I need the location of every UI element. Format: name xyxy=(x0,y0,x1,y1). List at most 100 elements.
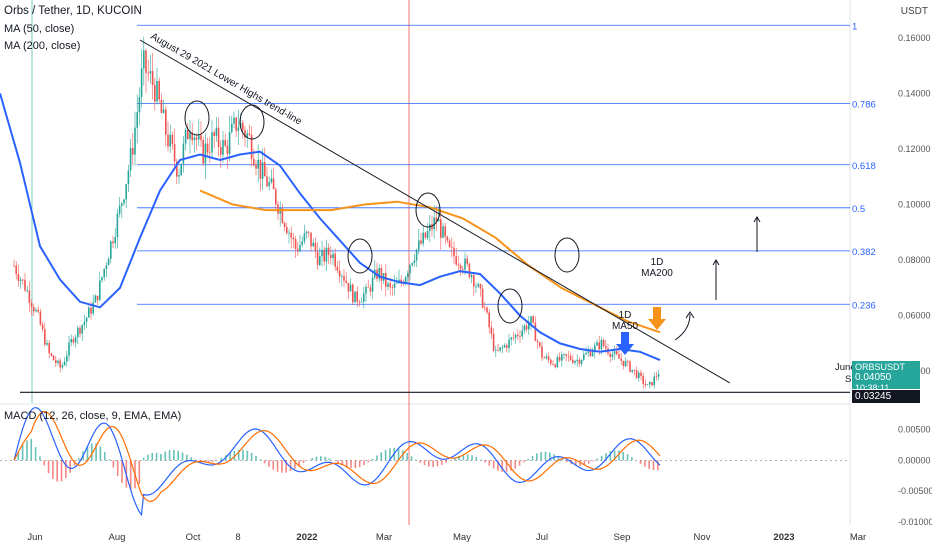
candle-body xyxy=(563,354,565,355)
macd-legend[interactable]: MACD (12, 26, close, 9, EMA, EMA) xyxy=(4,410,182,422)
candle-body xyxy=(633,369,636,371)
macd-histogram-bar xyxy=(43,460,46,466)
x-tick-label: Mar xyxy=(376,532,392,543)
candle-body xyxy=(61,365,64,368)
candle-body xyxy=(189,132,191,140)
candle-body xyxy=(616,351,618,355)
candle-body xyxy=(99,280,101,301)
candle-body xyxy=(74,337,77,343)
macd-histogram-bar xyxy=(211,460,214,462)
macd-histogram-bar xyxy=(436,460,439,467)
grid xyxy=(0,0,851,525)
macd-histogram-bar xyxy=(561,459,564,461)
candle-body xyxy=(127,170,130,185)
candle-body xyxy=(112,241,114,244)
candle-body xyxy=(46,342,48,345)
candle-body xyxy=(316,251,319,266)
macd-histogram-bar xyxy=(47,460,50,474)
candle-body xyxy=(213,132,215,136)
macd-histogram-bar xyxy=(497,460,499,471)
candle-body xyxy=(281,208,284,224)
macd-histogram-bar xyxy=(255,455,257,461)
fib-label: 0.382 xyxy=(852,247,876,258)
macd-histogram-bar xyxy=(471,455,473,461)
macd-histogram-bar xyxy=(298,460,300,467)
ma50-legend[interactable]: MA (50, close) xyxy=(4,23,75,35)
candle-body xyxy=(310,232,312,247)
candle-body xyxy=(457,264,460,266)
candle-body xyxy=(365,286,367,294)
candle-body xyxy=(182,143,185,164)
candle-body xyxy=(319,256,321,266)
macd-histogram-bar xyxy=(186,454,188,461)
candle-body xyxy=(114,237,116,244)
candle-body xyxy=(638,372,640,379)
candle-body xyxy=(391,287,394,289)
candle-body xyxy=(576,359,578,361)
macd-histogram-bar xyxy=(60,460,63,482)
arrowhead-icon xyxy=(753,216,761,223)
macd-histogram-bar xyxy=(95,443,97,461)
macd-histogram-bar xyxy=(276,460,279,472)
candle-body xyxy=(41,324,44,330)
macd-histogram-bar xyxy=(445,460,447,463)
macd-histogram-bar xyxy=(605,453,607,461)
macd-histogram-bar xyxy=(549,452,551,461)
macd-histogram-bar xyxy=(194,459,197,461)
candle-body xyxy=(193,137,196,141)
macd-y-tick-label: 0.00000 xyxy=(898,455,931,465)
candle-body xyxy=(367,286,369,288)
candle-body xyxy=(26,290,28,292)
candle-body xyxy=(237,127,240,131)
candle-body xyxy=(618,354,620,359)
macd-histogram-bar xyxy=(657,460,659,471)
macd-histogram-bar xyxy=(21,445,24,461)
candle-body xyxy=(517,334,519,336)
x-tick-label: Aug xyxy=(109,532,126,543)
ma200-annotation: MA200 xyxy=(641,268,673,279)
candle-body xyxy=(305,231,308,234)
lower-high-circle xyxy=(415,192,441,228)
candle-body xyxy=(222,140,224,155)
macd-histogram-bar xyxy=(613,450,616,461)
candle-body xyxy=(308,231,310,233)
lower-high-circle xyxy=(239,104,265,140)
macd-histogram-bar xyxy=(376,455,378,461)
candle-body xyxy=(435,217,438,222)
candle-body xyxy=(486,307,488,313)
candle-body xyxy=(657,374,660,377)
ma50-line xyxy=(0,93,661,362)
lower-high-circle xyxy=(497,288,523,324)
y-tick-label: 0.10000 xyxy=(898,200,931,210)
candle-body xyxy=(525,325,528,330)
candle-body xyxy=(422,232,424,244)
candle-body xyxy=(70,339,72,343)
candle-body xyxy=(178,175,180,177)
curved-arrow-icon xyxy=(674,313,691,341)
candle-body xyxy=(233,117,235,124)
candle-body xyxy=(217,127,220,147)
y-tick-label: 0.06000 xyxy=(898,311,931,321)
ma200-legend[interactable]: MA (200, close) xyxy=(4,40,81,52)
candle-body xyxy=(22,279,24,281)
candle-body xyxy=(59,360,61,368)
candle-body xyxy=(352,284,354,303)
fib-label: 0.5 xyxy=(852,204,865,215)
candle-body xyxy=(554,364,556,367)
candle-body xyxy=(479,284,482,289)
macd-histogram-bar xyxy=(505,460,508,472)
candle-body xyxy=(484,307,486,309)
candle-body xyxy=(431,224,433,230)
candle-body xyxy=(198,135,200,140)
macd-histogram-bar xyxy=(34,447,37,461)
candle-body xyxy=(514,334,517,338)
candle-body xyxy=(583,354,585,360)
candle-body xyxy=(68,342,70,356)
macd-histogram-bar xyxy=(86,446,89,461)
macd-histogram-bar xyxy=(462,454,465,461)
candle-body xyxy=(649,382,651,385)
candle-body xyxy=(462,269,464,271)
candle-body xyxy=(519,335,521,337)
